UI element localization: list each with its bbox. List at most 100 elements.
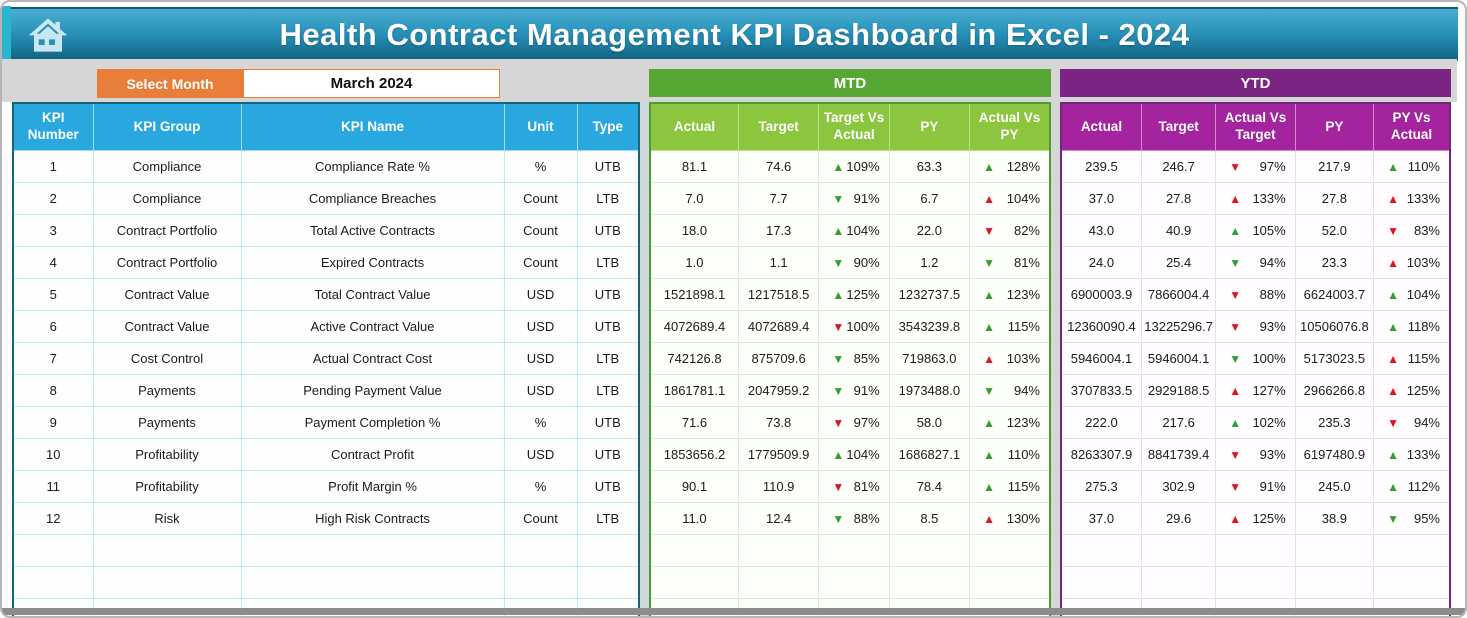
mtd-target-cell: 1779509.9 (737, 438, 820, 471)
home-tab-strip (2, 6, 11, 60)
ytd-target-cell: 217.6 (1140, 406, 1217, 439)
ytd-py-cell: 217.9 (1294, 150, 1375, 183)
trend-up-arrow-icon: ▲ (983, 351, 995, 366)
trend-down-arrow-icon: ▼ (1229, 255, 1242, 270)
ytd-section-banner: YTD (1060, 69, 1451, 97)
trend-up-arrow-icon: ▲ (832, 287, 845, 302)
ytd-actual-vs-target-cell: ▼ 93% (1215, 310, 1296, 343)
ytd-py-cell: 245.0 (1294, 470, 1375, 503)
kpi-name-cell: Compliance Rate % (240, 150, 505, 183)
ytd-actual-cell: 5946004.1 (1060, 342, 1142, 375)
ytd-actual-cell: 37.0 (1060, 182, 1142, 215)
ytd-actual-vs-target-cell: ▼ 88% (1215, 278, 1296, 311)
kpi-group-cell: Contract Value (92, 278, 242, 311)
ytd-target-cell: 5946004.1 (1140, 342, 1217, 375)
mtd-actual-vs-py-cell: ▼ 81% (969, 246, 1051, 279)
kpi-unit-cell: USD (503, 438, 578, 471)
trend-percent-value: 100% (1252, 351, 1286, 366)
ytd-py-vs-actual-cell: ▲ 112% (1373, 470, 1451, 503)
empty-cell (1140, 566, 1217, 599)
empty-cell (12, 566, 94, 599)
ytd-py-cell: 2966266.8 (1294, 374, 1375, 407)
kpi-group-cell: Cost Control (92, 342, 242, 375)
kpi-name-cell: Total Active Contracts (240, 214, 505, 247)
trend-up-arrow-icon: ▲ (1229, 511, 1242, 526)
mtd-actual-vs-py-cell: ▲ 115% (969, 470, 1051, 503)
kpi-type-cell: UTB (576, 278, 640, 311)
kpi-row: 1 Compliance Compliance Rate %% UTB (12, 150, 640, 183)
kpi-number-cell: 10 (12, 438, 94, 471)
ytd-py-vs-actual-cell: ▲ 104% (1373, 278, 1451, 311)
trend-percent-value: 88% (1259, 287, 1286, 302)
ytd-target-cell: 2929188.5 (1140, 374, 1217, 407)
title-banner: Health Contract Management KPI Dashboard… (11, 7, 1458, 61)
table-gap (640, 102, 649, 616)
kpi-number-cell: 1 (12, 150, 94, 183)
trend-up-arrow-icon: ▲ (1387, 255, 1399, 270)
trend-up-arrow-icon: ▲ (983, 511, 995, 526)
kpi-type-cell: UTB (576, 310, 640, 343)
mtd-py-cell: 3543239.8 (888, 310, 971, 343)
empty-cell (503, 534, 578, 567)
kpi-unit-cell: USD (503, 342, 578, 375)
ytd-actual-cell: 239.5 (1060, 150, 1142, 183)
trend-percent-value: 115% (1407, 351, 1440, 366)
trend-percent-value: 93% (1259, 319, 1286, 334)
month-dropdown[interactable]: March 2024 (243, 69, 500, 98)
mtd-actual-vs-py-cell: ▲ 104% (969, 182, 1051, 215)
tables-container: KPI Number KPI Group KPI Name Unit Type … (12, 102, 1451, 616)
kpi-unit-cell: USD (503, 374, 578, 407)
kpi-table: KPI Number KPI Group KPI Name Unit Type … (12, 102, 640, 616)
ytd-row: 8263307.9 8841739.4 ▼ 93% 6197480.9 ▲ 133% (1060, 438, 1451, 471)
ytd-target-cell: 302.9 (1140, 470, 1217, 503)
mtd-target-vs-actual-cell: ▼ 91% (818, 374, 890, 407)
mtd-py-cell: 1973488.0 (888, 374, 971, 407)
ytd-target-cell: 25.4 (1140, 246, 1217, 279)
trend-down-arrow-icon: ▼ (832, 415, 845, 430)
mtd-actual-vs-py-cell: ▲ 123% (969, 278, 1051, 311)
kpi-name-cell: High Risk Contracts (240, 502, 505, 535)
trend-down-arrow-icon: ▼ (1387, 415, 1399, 430)
mtd-actual-cell: 4072689.4 (649, 310, 739, 343)
kpi-unit-cell: USD (503, 278, 578, 311)
ytd-row: 3707833.5 2929188.5 ▲ 127% 2966266.8 ▲ 125% (1060, 374, 1451, 407)
mtd-actual-vs-py-cell: ▼ 82% (969, 214, 1051, 247)
ytd-row: 275.3 302.9 ▼ 91% 245.0 ▲ 112% (1060, 470, 1451, 503)
ytd-py-vs-actual-cell: ▲ 118% (1373, 310, 1451, 343)
kpi-header-row: KPI Number KPI Group KPI Name Unit Type (12, 102, 640, 151)
kpi-number-cell: 6 (12, 310, 94, 343)
trend-percent-value: 103% (1006, 351, 1040, 366)
kpi-name-cell: Profit Margin % (240, 470, 505, 503)
empty-row (649, 566, 1051, 599)
mtd-actual-cell: 1521898.1 (649, 278, 739, 311)
trend-percent-value: 133% (1252, 191, 1286, 206)
mtd-actual-vs-py-cell: ▼ 94% (969, 374, 1051, 407)
ytd-py-vs-actual-cell: ▲ 103% (1373, 246, 1451, 279)
ytd-target-cell: 27.8 (1140, 182, 1217, 215)
mtd-actual-vs-py-cell: ▲ 103% (969, 342, 1051, 375)
trend-down-arrow-icon: ▼ (832, 511, 845, 526)
kpi-type-header: Type (576, 102, 640, 151)
ytd-row: 5946004.1 5946004.1 ▼ 100% 5173023.5 ▲ 115% (1060, 342, 1451, 375)
ytd-py-vs-actual-header: PY Vs Actual (1373, 102, 1451, 151)
trend-percent-value: 115% (1007, 319, 1040, 334)
ytd-py-vs-actual-cell: ▼ 95% (1373, 502, 1451, 535)
trend-down-arrow-icon: ▼ (1387, 223, 1399, 238)
kpi-unit-cell: Count (503, 214, 578, 247)
empty-cell (503, 566, 578, 599)
mtd-target-header: Target (737, 102, 820, 151)
trend-down-arrow-icon: ▼ (1229, 319, 1242, 334)
mtd-actual-cell: 18.0 (649, 214, 739, 247)
trend-percent-value: 103% (1406, 255, 1440, 270)
mtd-target-cell: 875709.6 (737, 342, 820, 375)
trend-percent-value: 91% (1259, 479, 1286, 494)
kpi-group-cell: Contract Portfolio (92, 214, 242, 247)
trend-percent-value: 110% (1007, 447, 1040, 462)
ytd-py-cell: 23.3 (1294, 246, 1375, 279)
trend-down-arrow-icon: ▼ (1229, 447, 1242, 462)
empty-cell (969, 534, 1051, 567)
home-button[interactable] (27, 14, 69, 56)
empty-row (1060, 534, 1451, 567)
kpi-unit-cell: % (503, 470, 578, 503)
mtd-actual-vs-py-cell: ▲ 123% (969, 406, 1051, 439)
